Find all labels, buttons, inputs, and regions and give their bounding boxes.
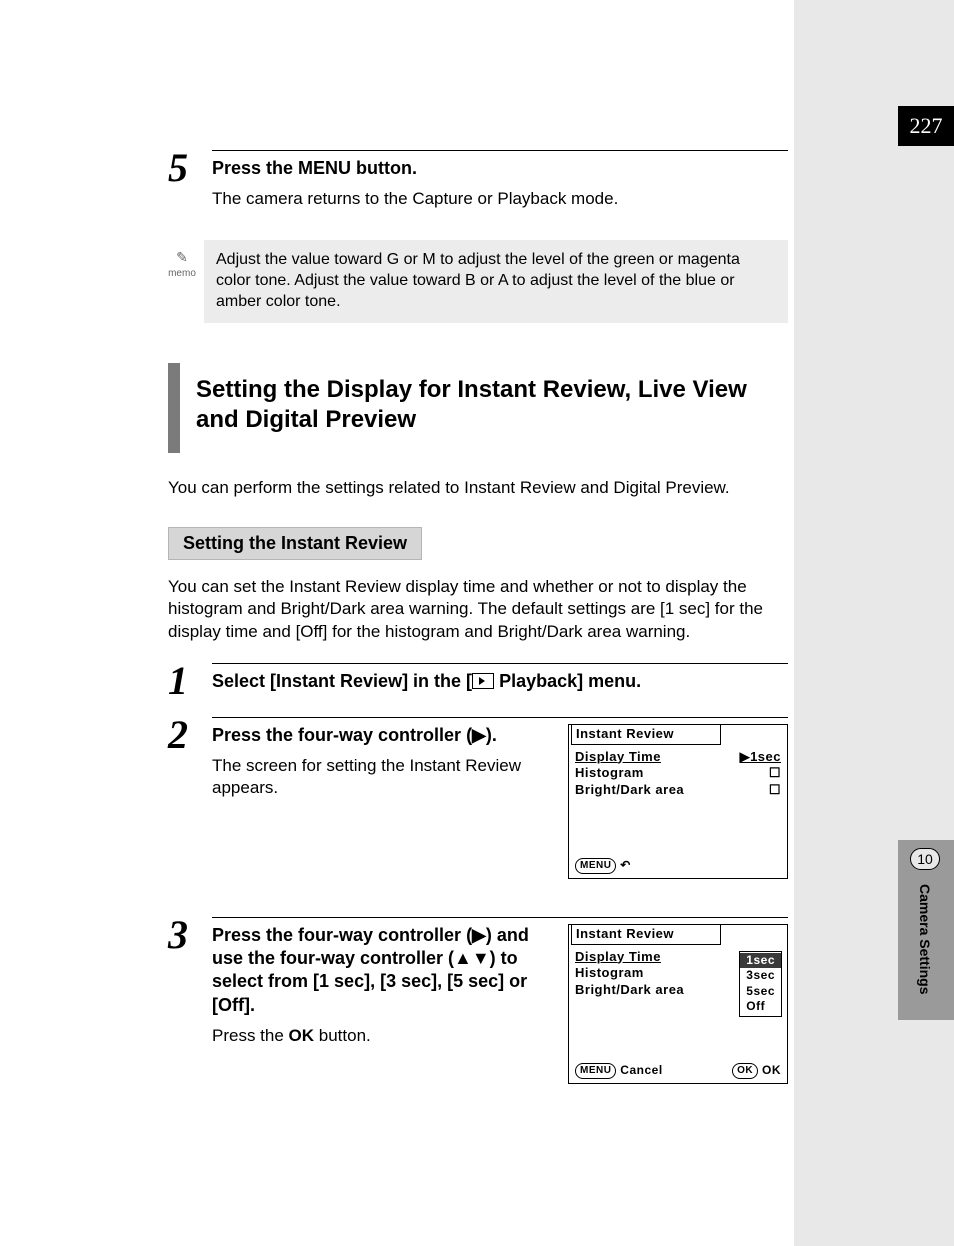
text: Press the [212, 158, 298, 178]
step-5: 5 Press the MENU button. The camera retu… [168, 150, 788, 210]
lcd-title: Instant Review [571, 924, 721, 945]
lcd-options-popup: 1sec 3sec 5sec Off [739, 951, 782, 1017]
lcd-value: ▶1sec [740, 749, 781, 766]
section-heading: Setting the Display for Instant Review, … [168, 363, 788, 453]
step-number: 1 [168, 663, 212, 699]
lcd-label: Histogram [575, 965, 644, 982]
lcd-title: Instant Review [571, 724, 721, 745]
lcd-foot-right: OK OK [732, 1063, 781, 1079]
step-2: 2 Instant Review Display Time ▶1sec Hist… [168, 717, 788, 879]
memo-callout: memo Adjust the value toward G or M to a… [160, 240, 788, 322]
step-heading: Select [Instant Review] in the [ Playbac… [212, 670, 788, 693]
step-heading: Press the MENU button. [212, 157, 788, 180]
lcd-option: Off [740, 999, 781, 1015]
step-3: 3 Instant Review Display Time ◀ Histogra… [168, 917, 788, 1084]
chapter-number: 10 [910, 848, 940, 870]
lcd-label: Histogram [575, 765, 644, 782]
memo-text: Adjust the value toward G or M to adjust… [204, 240, 788, 322]
lcd-option: 5sec [740, 984, 781, 1000]
section-intro: You can perform the settings related to … [168, 477, 788, 499]
step-paragraph: The screen for setting the Instant Revie… [212, 755, 542, 799]
text: button. [351, 158, 417, 178]
menu-button-label: MENU [298, 158, 351, 178]
menu-pill-icon: MENU [575, 858, 616, 874]
lcd-panel-2: Instant Review Display Time ◀ Histogram … [568, 924, 788, 1084]
ok-pill-icon: OK [732, 1063, 758, 1079]
memo-icon: memo [160, 240, 204, 279]
step-number: 3 [168, 917, 212, 1084]
ok-button-label: OK [289, 1026, 315, 1045]
lcd-label: Display Time [575, 949, 661, 966]
lcd-value: ☐ [769, 782, 781, 799]
lcd-cancel-label: Cancel [620, 1063, 662, 1077]
step-heading: Press the four-way controller (▶). [212, 724, 522, 747]
lcd-foot-left: MENU ↶ [575, 858, 631, 874]
page-number: 227 [898, 106, 954, 146]
lcd-ok-label: OK [762, 1063, 781, 1077]
lcd-row: Bright/Dark area ☐ [569, 782, 787, 799]
right-margin [794, 0, 954, 1246]
chapter-label: Camera Settings [916, 884, 934, 994]
step-number: 2 [168, 717, 212, 879]
lcd-row: Histogram ☐ [569, 765, 787, 782]
subsection-heading: Setting the Instant Review [168, 527, 422, 560]
step-heading: Press the four-way controller (▶) and us… [212, 924, 542, 1018]
step-1: 1 Select [Instant Review] in the [ Playb… [168, 663, 788, 699]
lcd-label: Display Time [575, 749, 661, 766]
lcd-label: Bright/Dark area [575, 982, 684, 999]
text: Playback] menu. [494, 671, 641, 691]
lcd-panel-1: Instant Review Display Time ▶1sec Histog… [568, 724, 788, 879]
menu-pill-icon: MENU [575, 1063, 616, 1079]
lcd-label: Bright/Dark area [575, 782, 684, 799]
step-number: 5 [168, 150, 212, 210]
step-paragraph: Press the OK button. [212, 1025, 542, 1047]
step-paragraph: The camera returns to the Capture or Pla… [212, 188, 788, 210]
lcd-value: ☐ [769, 765, 781, 782]
lcd-option: 1sec [740, 953, 781, 969]
text: Press the [212, 1026, 289, 1045]
playback-icon [472, 673, 494, 689]
subsection-intro: You can set the Instant Review display t… [168, 576, 788, 642]
text: button. [314, 1026, 371, 1045]
lcd-option: 3sec [740, 968, 781, 984]
lcd-foot-left: MENU Cancel [575, 1063, 663, 1079]
lcd-row: Display Time ▶1sec [569, 749, 787, 766]
text: Select [Instant Review] in the [ [212, 671, 472, 691]
return-icon: ↶ [620, 858, 631, 872]
